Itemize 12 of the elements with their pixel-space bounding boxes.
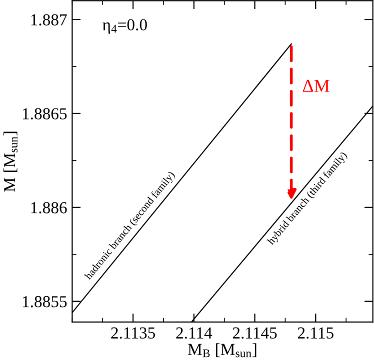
y-tick-label: 1.887 xyxy=(31,14,67,26)
x-tick-label: 2.1145 xyxy=(232,327,277,339)
x-tick-label: 2.1135 xyxy=(111,327,156,339)
x-tick-label: 2.115 xyxy=(298,327,334,339)
annotation: η$_{4}$=0.0 xyxy=(102,19,147,34)
x-tick-label: 2.114 xyxy=(176,327,212,339)
x-axis-title: M$_{B}$ [M$_{sun}$] xyxy=(188,343,256,358)
y-tick-label: 1.886 xyxy=(31,202,67,214)
y-tick-label: 1.8865 xyxy=(22,108,67,120)
y-tick-label: 1.8855 xyxy=(22,296,67,308)
annotation: ΔM xyxy=(302,80,330,92)
y-axis-title: M [M$_{sun}$] xyxy=(3,132,18,192)
